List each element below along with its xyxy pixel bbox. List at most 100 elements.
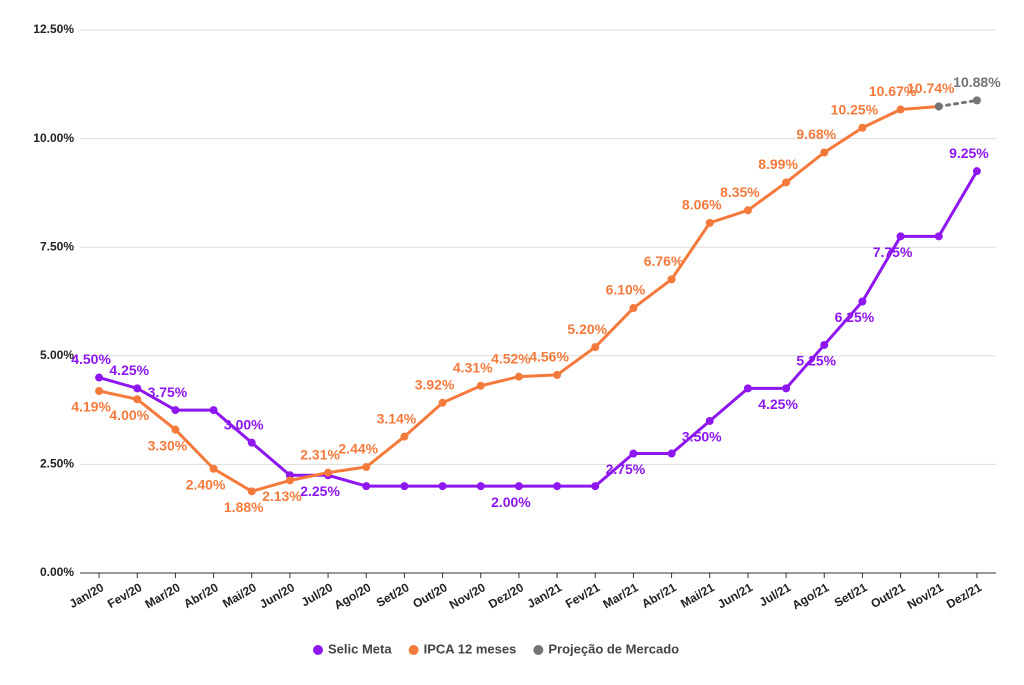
point (858, 123, 867, 132)
point (972, 96, 981, 105)
x-tick-label: Mai/21 (678, 580, 717, 611)
point (591, 482, 600, 491)
data-label: 3.14% (377, 410, 417, 426)
point (476, 381, 485, 390)
point (514, 482, 523, 491)
point (782, 178, 791, 187)
point (553, 482, 562, 491)
data-label: 2.44% (338, 441, 378, 457)
point (400, 482, 409, 491)
x-tick-label: Jan/20 (67, 580, 107, 611)
data-label: 6.10% (606, 282, 646, 298)
data-label: 5.25% (796, 353, 836, 369)
point (438, 398, 447, 407)
series-line (97, 104, 941, 493)
point (667, 275, 676, 284)
y-tick-label: 12.50% (33, 22, 74, 36)
point (285, 476, 294, 485)
point (400, 432, 409, 441)
x-tick-label: Jul/21 (757, 580, 794, 609)
data-label: 8.99% (758, 156, 798, 172)
data-label: 2.75% (606, 461, 646, 477)
point (972, 167, 981, 176)
point (705, 416, 714, 425)
point (667, 449, 676, 458)
point (362, 463, 371, 472)
point (133, 384, 142, 393)
point (553, 370, 562, 379)
point (476, 482, 485, 491)
point (171, 406, 180, 415)
data-label: 9.25% (949, 145, 989, 161)
point (896, 232, 905, 241)
data-label: 3.00% (224, 416, 264, 432)
data-label: 4.25% (758, 396, 798, 412)
point (858, 297, 867, 306)
x-tick-label: Set/20 (374, 580, 412, 610)
data-label: 3.92% (415, 376, 455, 392)
x-tick-label: Ago/21 (790, 580, 832, 612)
data-label: 8.35% (720, 184, 760, 200)
legend-marker (408, 645, 419, 655)
data-label: 4.50% (71, 351, 111, 367)
data-label: 6.25% (835, 309, 875, 325)
data-label: 1.88% (224, 499, 264, 515)
point (95, 386, 104, 395)
data-label: 4.56% (529, 349, 569, 365)
point (896, 105, 905, 114)
point (705, 218, 714, 227)
legend-label: IPCA 12 meses (424, 641, 517, 656)
point (133, 395, 142, 404)
x-tick-label: Ago/20 (332, 580, 374, 612)
point (934, 232, 943, 241)
data-label: 10.67% (869, 83, 917, 99)
data-label: 2.25% (300, 483, 340, 499)
point (362, 482, 371, 491)
data-label: 2.40% (186, 476, 226, 492)
x-tick-label: Jun/21 (715, 580, 755, 611)
data-label: 5.20% (567, 321, 607, 337)
data-label: 2.31% (300, 446, 340, 462)
data-label: 9.68% (796, 126, 836, 142)
point (591, 343, 600, 352)
point (209, 406, 218, 415)
data-label: 3.75% (148, 384, 188, 400)
x-tick-label: Abr/20 (181, 580, 221, 611)
x-tick-label: Abr/21 (639, 580, 679, 611)
point (934, 102, 943, 111)
data-label: 3.50% (682, 429, 722, 445)
point (820, 148, 829, 157)
x-tick-label: Out/21 (868, 580, 908, 611)
point (820, 340, 829, 349)
y-tick-label: 5.00% (40, 348, 74, 362)
data-label: 10.25% (831, 101, 879, 117)
x-tick-label: Mai/20 (220, 580, 259, 611)
legend-label: Selic Meta (328, 641, 392, 656)
point (514, 372, 523, 381)
series-line (97, 169, 979, 488)
data-label: 7.75% (873, 244, 913, 260)
point (743, 206, 752, 215)
x-tick-label: Mar/21 (601, 580, 641, 611)
x-tick-label: Nov/20 (447, 580, 488, 612)
x-tick-label: Mar/20 (143, 580, 183, 611)
point (95, 373, 104, 382)
point (209, 464, 218, 473)
y-tick-label: 2.50% (40, 457, 74, 471)
legend-marker (313, 645, 323, 655)
y-tick-label: 7.50% (40, 239, 74, 253)
point (629, 449, 638, 458)
x-tick-label: Jul/20 (299, 580, 336, 609)
data-label: 4.00% (109, 407, 149, 423)
x-tick-label: Nov/21 (905, 580, 946, 612)
x-tick-label: Fev/21 (563, 580, 603, 611)
legend-label: Projeção de Mercado (548, 641, 679, 656)
data-label: 10.74% (907, 80, 955, 96)
data-label: 3.30% (148, 437, 188, 453)
point (743, 384, 752, 393)
data-label: 8.06% (682, 197, 722, 213)
x-tick-label: Fev/20 (105, 580, 145, 611)
y-tick-label: 10.00% (33, 131, 74, 145)
data-label: 2.13% (262, 488, 302, 504)
data-label: 4.31% (453, 359, 493, 375)
